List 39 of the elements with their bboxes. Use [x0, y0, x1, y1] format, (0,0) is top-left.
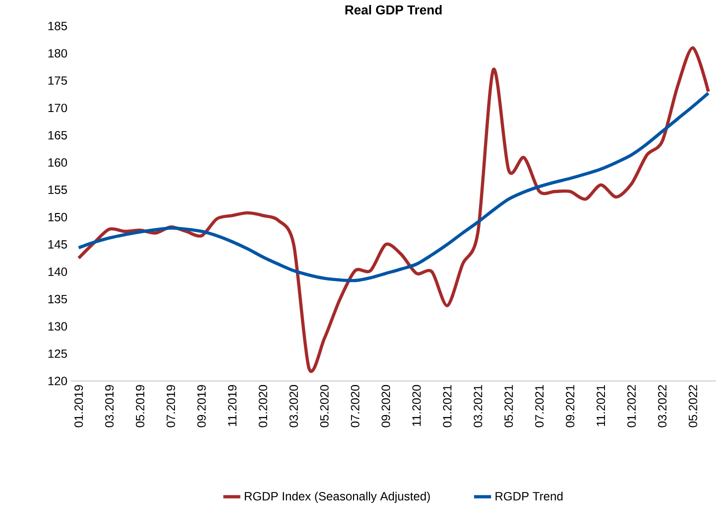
x-tick-label: 09.2020	[382, 384, 390, 428]
x-tick-label: 07.2021	[535, 385, 544, 428]
x-tick-label: 05.2021	[504, 385, 513, 428]
y-tick-label: 130	[48, 322, 68, 331]
x-tick-label: 01.2021	[443, 385, 452, 428]
y-tick-label: 150	[48, 212, 68, 222]
x-tick-label: 03.2022	[658, 385, 666, 428]
x-tick-label: 07.2020	[350, 384, 360, 428]
x-tick-label: 01.2022	[627, 385, 636, 428]
x-tick-label: 11.2020	[412, 384, 421, 426]
x-tick-label: 01.2020	[258, 384, 268, 428]
chart-title: Real GDP Trend	[345, 4, 442, 15]
y-tick-label: 120	[48, 376, 68, 386]
x-tick-label: 05.2019	[136, 385, 144, 428]
x-tick-label: 07.2019	[166, 385, 176, 428]
line-series	[77, 92, 710, 282]
legend-label: RGDP Index (Seasonally Adjusted)	[244, 492, 430, 503]
legend-label: RGDP Trend	[496, 492, 563, 500]
x-tick-label: 01.2019	[74, 385, 83, 428]
x-tick-label: 05.2020	[320, 384, 329, 428]
x-tick-label: 11.2019	[228, 385, 236, 426]
x-tick-label: 03.2019	[105, 385, 114, 428]
x-tick-label: 09.2019	[197, 385, 206, 428]
x-tick-label: 09.2021	[566, 385, 574, 428]
y-tick-label: 140	[48, 268, 68, 276]
x-tick-label: 11.2021	[596, 385, 606, 426]
x-tick-label: 03.2020	[289, 384, 298, 428]
y-tick-label: 125	[48, 349, 67, 358]
y-tick-label: 185	[48, 22, 67, 30]
y-tick-label: 160	[48, 158, 68, 167]
y-tick-label: 170	[48, 104, 68, 112]
y-tick-label: 165	[48, 131, 67, 140]
x-tick-label: 03.2021	[474, 385, 482, 428]
y-tick-label: 145	[48, 240, 67, 249]
y-tick-label: 135	[48, 294, 67, 304]
y-tick-label: 155	[48, 186, 67, 194]
y-tick-label: 175	[48, 76, 67, 85]
y-tick-label: 180	[48, 49, 68, 58]
x-tick-label: 05.2022	[688, 385, 698, 428]
